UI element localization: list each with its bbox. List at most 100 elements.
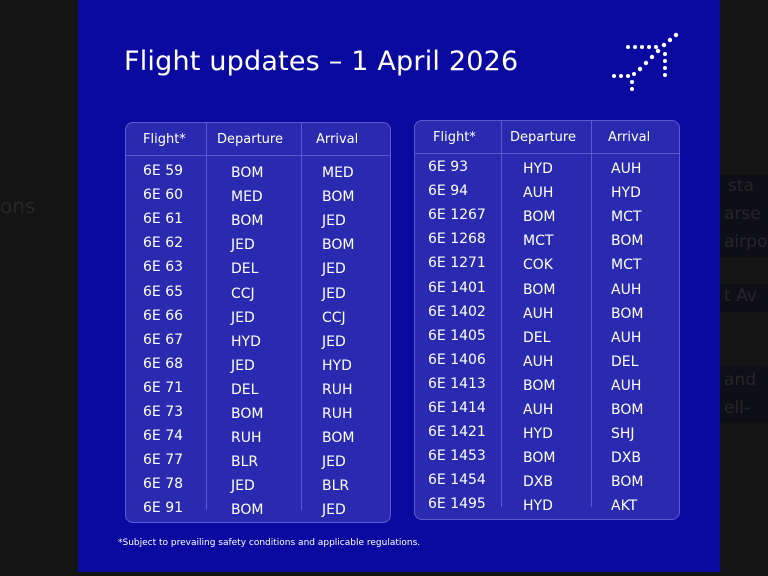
column-header-arrival: Arrival <box>316 132 359 147</box>
departure-code: BOM <box>523 281 556 298</box>
departure-code: HYD <box>523 426 553 443</box>
column-header-departure: Departure <box>217 132 283 147</box>
departure-code: JED <box>231 237 255 254</box>
arrival-code: BOM <box>322 189 355 206</box>
departure-code: AUH <box>523 353 554 370</box>
departure-code: MED <box>231 189 263 206</box>
background-text: arse <box>724 204 761 224</box>
arrival-code: DXB <box>611 450 641 467</box>
arrival-code: MCT <box>611 209 642 226</box>
flight-number: 6E 73 <box>143 404 184 420</box>
header-divider <box>415 153 679 154</box>
arrival-code: DEL <box>611 353 639 370</box>
flight-number: 6E 1406 <box>428 351 486 368</box>
flight-number: 6E 91 <box>143 500 184 517</box>
arrival-code: BOM <box>611 474 644 491</box>
flight-table-left: Flight* Departure Arrival 6E 59 BOM MED 6E … <box>125 122 391 523</box>
departure-code: RUH <box>231 430 262 447</box>
column-divider <box>501 121 502 507</box>
departure-code: BOM <box>523 450 556 467</box>
background-strip <box>720 175 768 257</box>
arrival-code: BOM <box>611 233 644 250</box>
arrival-code: HYD <box>611 185 641 202</box>
flight-number: 6E 67 <box>143 331 184 348</box>
flight-number: 6E 1413 <box>428 375 486 392</box>
arrival-code: JED <box>322 261 346 278</box>
arrival-code: MED <box>322 165 354 181</box>
arrival-code: BLR <box>322 478 350 495</box>
departure-code: BOM <box>523 377 556 394</box>
departure-code: HYD <box>523 498 553 515</box>
flight-number: 6E 1402 <box>428 303 486 320</box>
arrival-code: RUH <box>322 406 353 422</box>
arrival-code: CCJ <box>322 309 346 326</box>
column-header-arrival: Arrival <box>608 130 651 145</box>
arrival-code: BOM <box>611 305 644 322</box>
arrival-code: RUH <box>322 381 353 398</box>
departure-code: AUH <box>523 185 554 202</box>
flight-number: 6E 1454 <box>428 472 486 489</box>
flight-number: 6E 94 <box>428 183 469 200</box>
flight-number: 6E 1267 <box>428 207 486 224</box>
arrival-code: JED <box>322 285 346 302</box>
departure-code: CCJ <box>231 285 255 302</box>
flight-number: 6E 74 <box>143 428 184 445</box>
airplane-dots-logo-icon <box>612 32 679 91</box>
flight-number: 6E 71 <box>143 379 184 396</box>
background-strip <box>720 366 768 422</box>
arrival-code: AUH <box>611 281 642 298</box>
departure-code: BOM <box>231 165 264 181</box>
departure-code: HYD <box>523 161 553 177</box>
departure-code: JED <box>231 478 255 495</box>
departure-code: DXB <box>523 474 553 491</box>
arrival-code: AUH <box>611 329 642 346</box>
column-header-flight: Flight* <box>143 132 186 147</box>
departure-code: DEL <box>231 381 259 398</box>
departure-code: DEL <box>231 261 259 278</box>
background-text: ell- <box>724 398 751 418</box>
flight-number: 6E 1421 <box>428 424 486 441</box>
flight-number: 6E 65 <box>143 283 184 300</box>
arrival-code: MCT <box>611 257 642 274</box>
departure-code: HYD <box>231 333 261 350</box>
departure-code: MCT <box>523 233 554 250</box>
flight-number: 6E 62 <box>143 235 184 252</box>
arrival-code: JED <box>322 502 346 519</box>
column-divider <box>301 123 302 510</box>
flight-number: 6E 68 <box>143 355 184 372</box>
flight-number: 6E 59 <box>143 163 184 179</box>
background-text: ons <box>0 194 36 218</box>
page-title: Flight updates – 1 April 2026 <box>124 46 519 77</box>
arrival-code: JED <box>322 333 346 350</box>
departure-code: COK <box>523 257 553 274</box>
flight-number: 6E 77 <box>143 452 184 469</box>
arrival-code: JED <box>322 213 346 230</box>
arrival-code: AUH <box>611 161 642 177</box>
departure-code: AUH <box>523 402 554 418</box>
departure-code: BOM <box>231 406 264 422</box>
column-divider <box>206 123 207 510</box>
flight-number: 6E 1405 <box>428 327 486 344</box>
departure-code: BOM <box>231 213 264 230</box>
departure-code: JED <box>231 309 255 326</box>
flight-updates-panel: Flight updates – 1 April 2026 Flight* De… <box>78 0 720 572</box>
flight-number: 6E 1401 <box>428 279 486 296</box>
flight-number: 6E 93 <box>428 159 469 175</box>
flight-number: 6E 66 <box>143 307 184 324</box>
departure-code: BLR <box>231 454 259 471</box>
background-text: airpo <box>724 232 768 252</box>
departure-code: BOM <box>523 209 556 226</box>
arrival-code: JED <box>322 454 346 471</box>
background-text: t Av <box>724 286 757 306</box>
flight-number: 6E 1414 <box>428 400 486 416</box>
flight-number: 6E 60 <box>143 187 184 204</box>
flight-number: 6E 1495 <box>428 496 486 513</box>
footnote: *Subject to prevailing safety conditions… <box>118 538 421 548</box>
flight-number: 6E 61 <box>143 211 184 228</box>
arrival-code: BOM <box>322 430 355 447</box>
background-text: and <box>724 370 756 390</box>
departure-code: DEL <box>523 329 551 346</box>
arrival-code: AKT <box>611 498 638 515</box>
flight-number: 6E 1453 <box>428 448 486 465</box>
departure-code: BOM <box>231 502 264 519</box>
